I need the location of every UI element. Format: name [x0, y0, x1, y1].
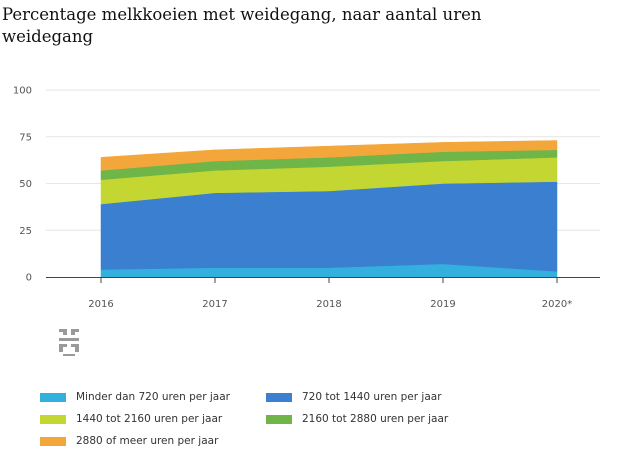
- y-tick-label: 25: [19, 226, 32, 237]
- x-tick-label: 2019: [430, 299, 455, 310]
- chart-title: Percentage melkkoeien met weidegang, naa…: [2, 5, 482, 46]
- legend-label: 720 tot 1440 uren per jaar: [302, 391, 442, 403]
- legend-item[interactable]: 2880 of meer uren per jaar: [40, 432, 260, 450]
- legend-swatch: [40, 436, 66, 446]
- x-tick-label: 2020*: [542, 299, 572, 310]
- y-tick-label: 100: [13, 86, 32, 97]
- area-series: [100, 140, 558, 171]
- legend-swatch: [266, 392, 292, 402]
- legend-item[interactable]: Minder dan 720 uren per jaar: [40, 388, 260, 406]
- legend-swatch: [266, 414, 292, 424]
- y-tick-label: 50: [19, 179, 32, 190]
- x-tick-label: 2018: [316, 299, 341, 310]
- legend-label: Minder dan 720 uren per jaar: [76, 391, 230, 403]
- chart-legend: Minder dan 720 uren per jaar 720 tot 1440…: [40, 388, 600, 450]
- legend-item[interactable]: 720 tot 1440 uren per jaar: [266, 388, 486, 406]
- legend-swatch: [40, 414, 66, 424]
- area-chart: 0 25 50 75 100 2016 2017 2018 2019 2020*: [13, 86, 600, 310]
- legend-label: 2880 of meer uren per jaar: [76, 435, 219, 447]
- legend-item[interactable]: 1440 tot 2160 uren per jaar: [40, 410, 260, 428]
- legend-swatch: [40, 392, 66, 402]
- x-tick-label: 2016: [88, 299, 113, 310]
- y-tick-label: 0: [26, 273, 32, 284]
- y-tick-label: 75: [19, 132, 32, 143]
- legend-label: 1440 tot 2160 uren per jaar: [76, 413, 223, 425]
- x-tick-label: 2017: [202, 299, 227, 310]
- cbs-logo-icon: [59, 329, 79, 356]
- legend-label: 2160 tot 2880 uren per jaar: [302, 413, 449, 425]
- legend-item[interactable]: 2160 tot 2880 uren per jaar: [266, 410, 486, 428]
